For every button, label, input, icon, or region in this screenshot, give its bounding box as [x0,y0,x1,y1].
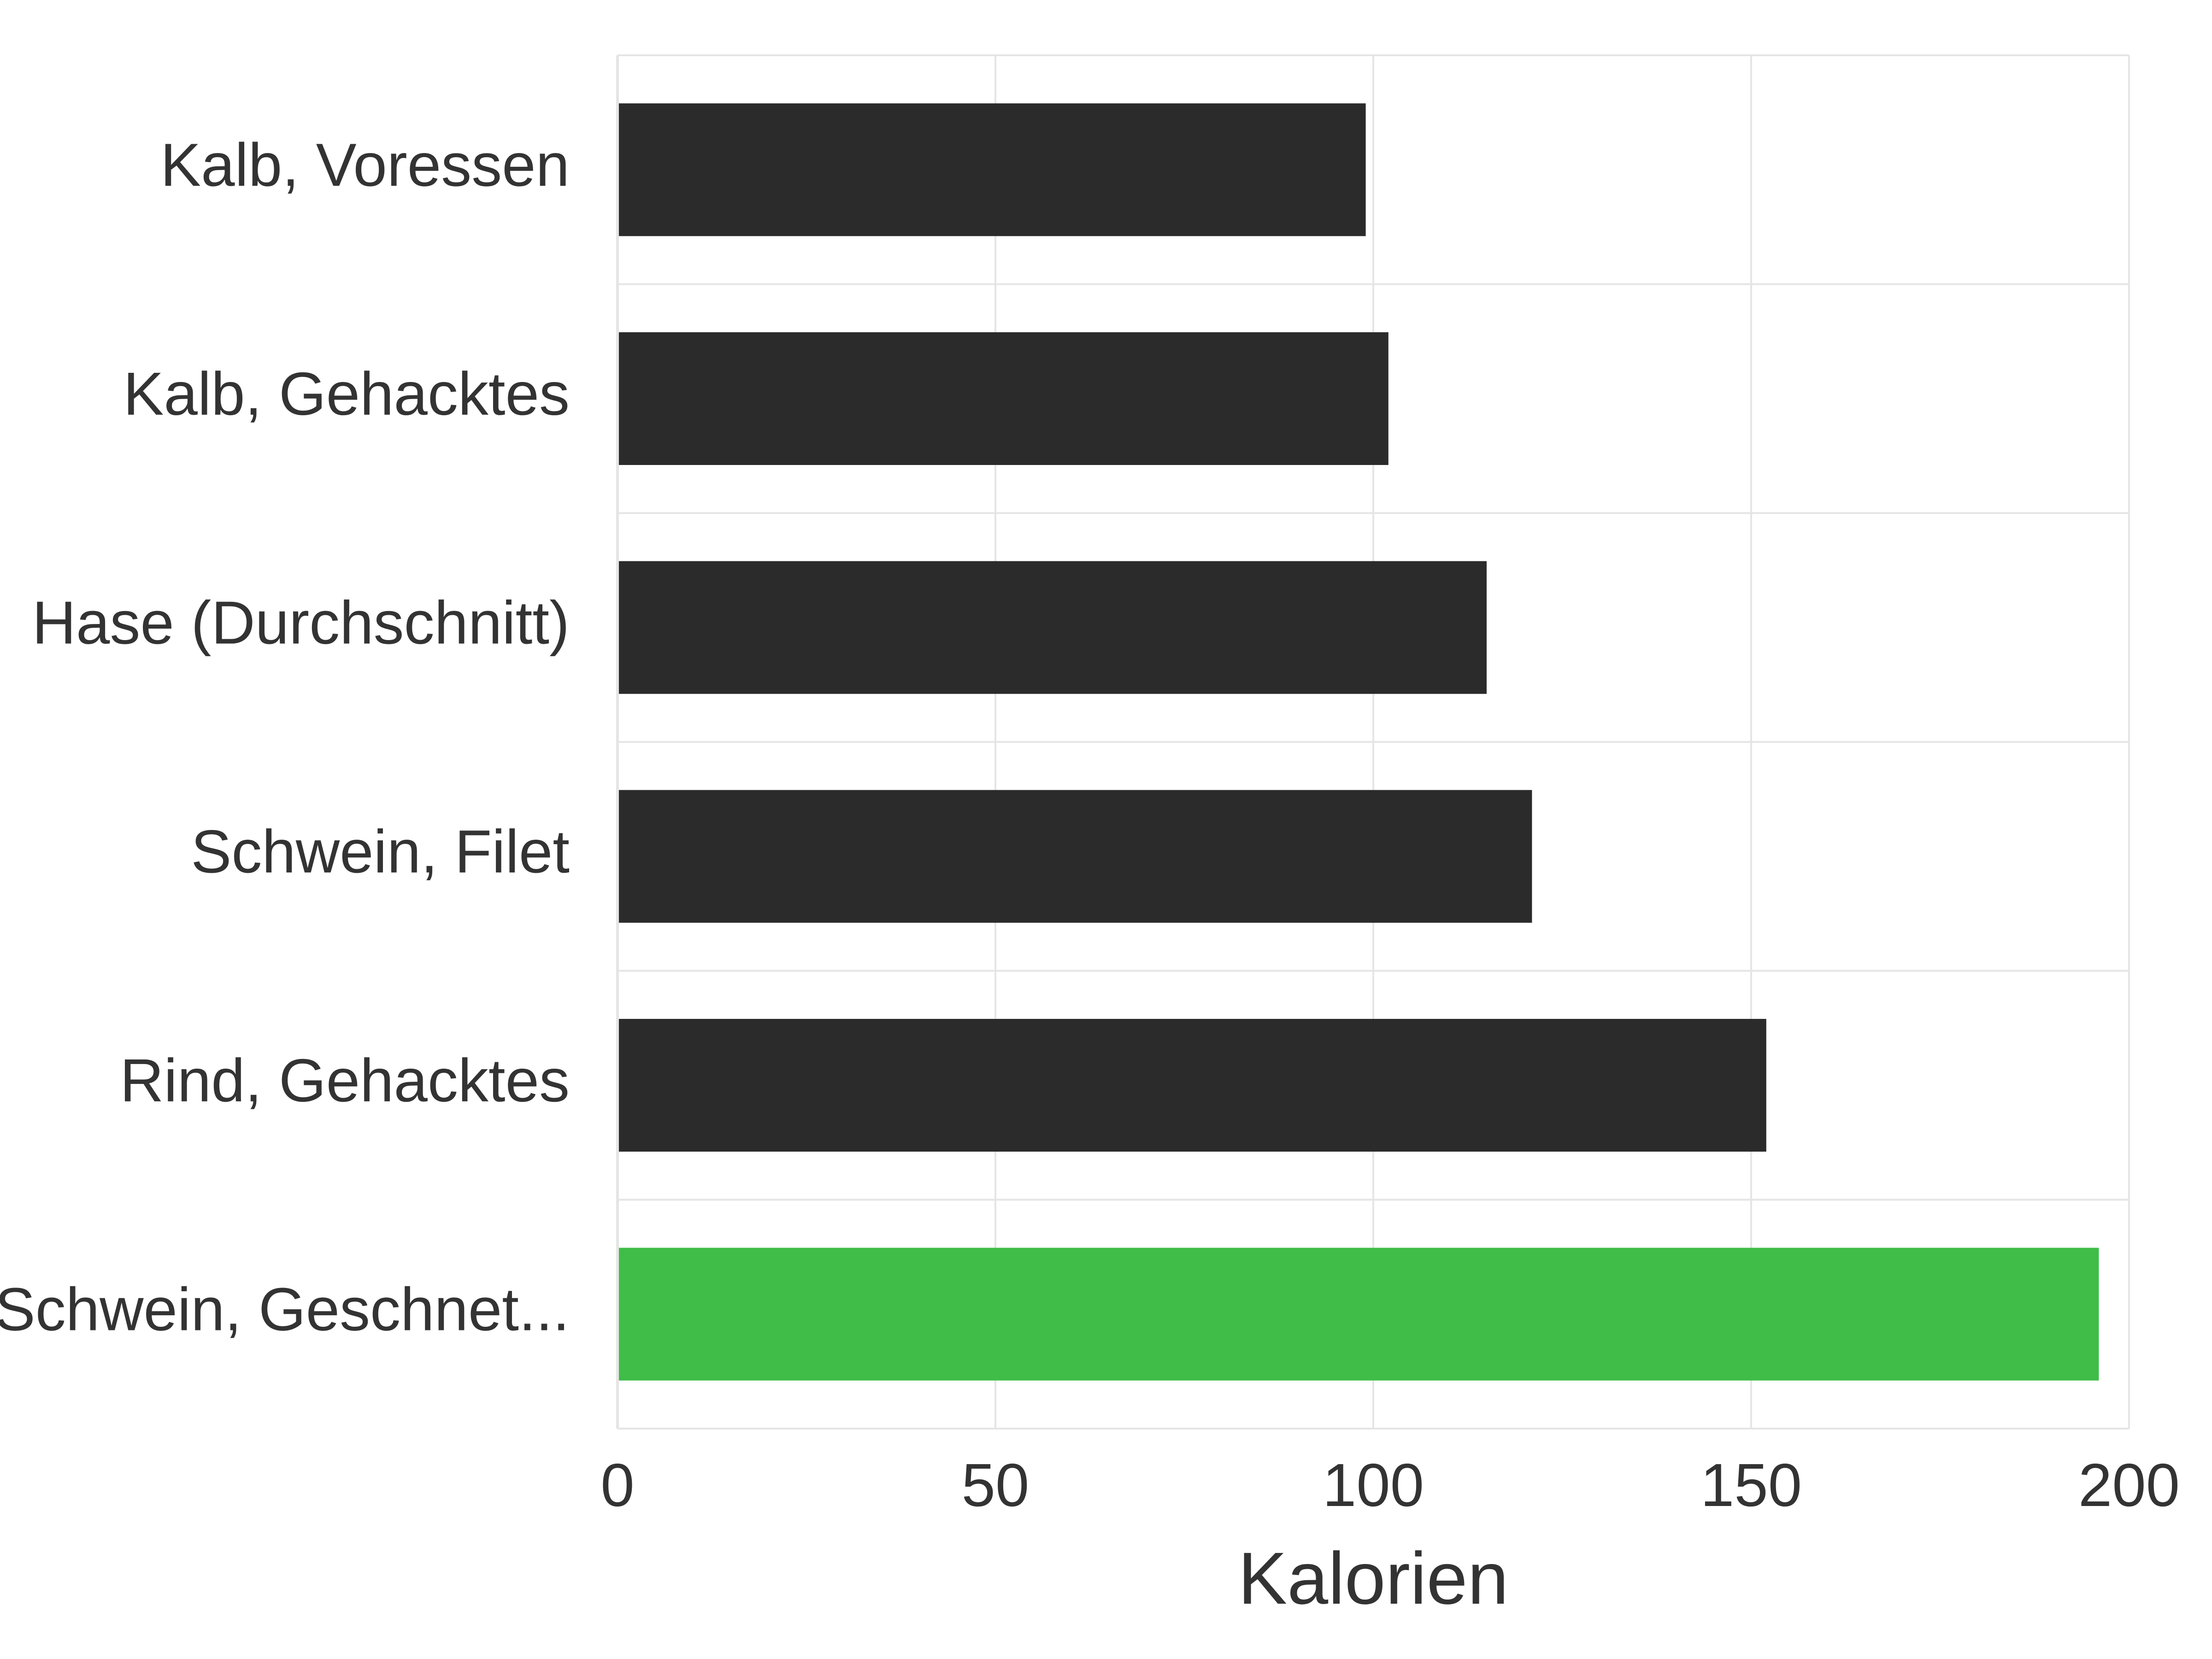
x-tick-label: 100 [1323,1451,1424,1519]
y-category-label: Schwein, Geschnet... [0,1276,570,1343]
y-category-label: Kalb, Gehacktes [123,360,570,428]
bar [618,1019,1766,1152]
x-tick-label: 0 [600,1451,634,1519]
bar [618,1248,2099,1381]
bar [618,561,1487,694]
bar [618,790,1532,923]
y-category-label: Schwein, Filet [191,818,570,885]
x-tick-label: 50 [962,1451,1030,1519]
y-category-label: Hase (Durchschnitt) [32,589,570,657]
x-tick-label: 200 [2078,1451,2180,1519]
y-category-label: Rind, Gehacktes [120,1047,570,1114]
calories-bar-chart: 0 50 100 150 200 Kalb, Voressen Kalb, Gehackte… [0,0,2212,1659]
x-axis-title: Kalorien [1238,1537,1508,1619]
bar [618,332,1388,465]
y-category-label: Kalb, Voressen [160,131,570,199]
x-tick-label: 150 [1700,1451,1802,1519]
bar [618,103,1366,236]
